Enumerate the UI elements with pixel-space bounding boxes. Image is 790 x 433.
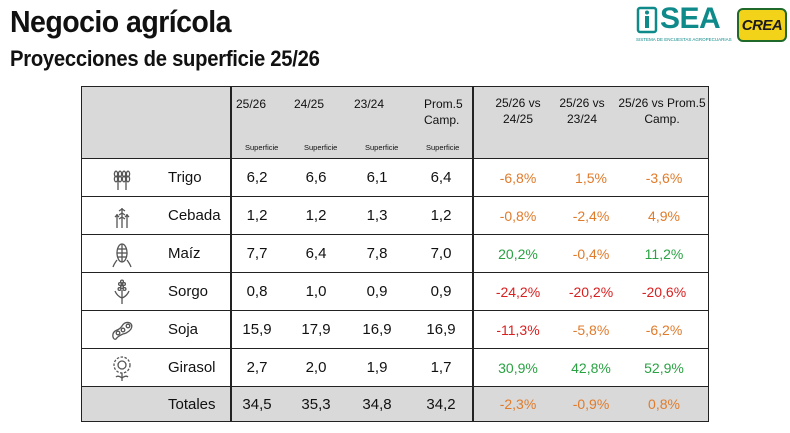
pct-vs-prom5: 52,9% <box>644 359 684 376</box>
barley-icon <box>82 197 162 234</box>
total-2324: 34,8 <box>362 395 392 413</box>
value-2425: 1,0 <box>305 283 327 300</box>
value-prom5: 7,0 <box>430 245 452 262</box>
crop-name: Soja <box>168 321 199 338</box>
value-2526: 0,8 <box>246 283 268 300</box>
pct-vs-2324: 42,8% <box>571 359 611 376</box>
totals-row: Totales 34,5 35,3 34,8 34,2 -2,3% -0,9% … <box>82 387 708 421</box>
sunflower-icon <box>82 349 162 386</box>
value-2324: 0,9 <box>366 283 388 300</box>
col-header-vs-2324: 25/26 vs 23/24 <box>559 96 605 126</box>
pct-vs-prom5: -6,2% <box>645 321 683 338</box>
pct-vs-2425: -0,8% <box>499 207 537 224</box>
total-pct-vs-2324: -0,9% <box>572 396 610 412</box>
total-2526: 34,5 <box>242 395 272 413</box>
soy-icon <box>82 311 162 348</box>
value-2526: 15,9 <box>242 321 272 338</box>
value-2324: 16,9 <box>362 321 392 338</box>
col-header-2425: 24/25 <box>294 97 325 111</box>
pct-vs-prom5: 11,2% <box>644 245 684 262</box>
value-prom5: 16,9 <box>426 321 456 338</box>
column-divider <box>230 87 232 421</box>
col-header-vs-2425: 25/26 vs 24/25 <box>495 96 541 126</box>
crop-name: Sorgo <box>168 283 209 300</box>
pct-vs-2425: 30,9% <box>498 359 538 376</box>
value-2324: 7,8 <box>366 245 388 262</box>
total-pct-vs-prom5: 0,8% <box>648 396 680 412</box>
value-prom5: 0,9 <box>430 283 452 300</box>
sea-logo: SEA SISTEMA DE ENCUESTAS AGROPECUARIAS <box>636 2 732 44</box>
col-header-2526: 25/26 <box>236 97 267 111</box>
totals-label: Totales <box>168 395 216 413</box>
sea-logo-text: SEA <box>660 2 721 35</box>
value-2425: 6,6 <box>305 169 327 186</box>
col-subheader-superficie: Superficie <box>245 143 279 152</box>
col-subheader-superficie: Superficie <box>304 143 338 152</box>
value-2526: 1,2 <box>246 207 268 224</box>
table-row: Cebada 1,2 1,2 1,3 1,2 -0,8% -2,4% 4,9% <box>82 197 708 235</box>
pct-vs-prom5: -20,6% <box>641 283 687 300</box>
crop-name: Girasol <box>168 359 216 376</box>
col-subheader-superficie: Superficie <box>365 143 399 152</box>
pct-vs-prom5: -3,6% <box>645 169 683 186</box>
wheat-icon <box>82 159 162 196</box>
table-row: Sorgo 0,8 1,0 0,9 0,9 -24,2% -20,2% -20,… <box>82 273 708 311</box>
total-2425: 35,3 <box>301 395 331 413</box>
pct-vs-2324: -5,8% <box>572 321 610 338</box>
table-row: Soja 15,9 17,9 16,9 16,9 -11,3% -5,8% -6… <box>82 311 708 349</box>
value-2526: 2,7 <box>246 359 268 376</box>
pct-vs-2425: 20,2% <box>498 245 538 262</box>
value-prom5: 1,2 <box>430 207 452 224</box>
page-subtitle: Proyecciones de superficie 25/26 <box>10 46 320 71</box>
table-row: Trigo 6,2 6,6 6,1 6,4 -6,8% 1,5% -3,6% <box>82 159 708 197</box>
pct-vs-prom5: 4,9% <box>648 207 680 224</box>
col-header-2324: 23/24 <box>354 97 385 111</box>
column-divider <box>472 87 474 421</box>
value-2526: 7,7 <box>246 245 268 262</box>
value-2324: 1,9 <box>366 359 388 376</box>
pct-vs-2324: -20,2% <box>568 283 614 300</box>
crea-logo-text: CREA <box>741 16 783 34</box>
value-2526: 6,2 <box>246 169 268 186</box>
pct-vs-2324: -2,4% <box>572 207 610 224</box>
crop-name: Maíz <box>168 245 201 262</box>
value-2425: 2,0 <box>305 359 327 376</box>
pct-vs-2324: -0,4% <box>572 245 610 262</box>
col-header-vs-prom5: 25/26 vs Prom.5 Camp. <box>618 96 706 126</box>
value-2425: 6,4 <box>305 245 327 262</box>
projections-table: 25/26 24/25 23/24 Prom.5 Camp. Superfici… <box>81 86 709 422</box>
page-title: Negocio agrícola <box>10 4 232 39</box>
col-subheader-superficie: Superficie <box>426 143 460 152</box>
total-prom5: 34,2 <box>426 395 456 413</box>
value-prom5: 1,7 <box>430 359 452 376</box>
value-prom5: 6,4 <box>430 169 452 186</box>
total-pct-vs-2425: -2,3% <box>499 396 537 412</box>
crop-name: Trigo <box>168 169 202 186</box>
table-row: Girasol 2,7 2,0 1,9 1,7 30,9% 42,8% 52,9… <box>82 349 708 387</box>
sorghum-icon <box>82 273 162 310</box>
sea-mark-icon <box>636 6 658 34</box>
value-2324: 1,3 <box>366 207 388 224</box>
table-header-row: 25/26 24/25 23/24 Prom.5 Camp. Superfici… <box>82 87 708 159</box>
pct-vs-2425: -24,2% <box>495 283 541 300</box>
pct-vs-2324: 1,5% <box>575 169 607 186</box>
crop-name: Cebada <box>168 207 221 224</box>
crea-logo: CREA <box>737 8 787 42</box>
sea-logo-tagline: SISTEMA DE ENCUESTAS AGROPECUARIAS <box>636 37 732 42</box>
value-2425: 1,2 <box>305 207 327 224</box>
value-2425: 17,9 <box>301 321 331 338</box>
table-row: Maíz 7,7 6,4 7,8 7,0 20,2% -0,4% 11,2% <box>82 235 708 273</box>
pct-vs-2425: -11,3% <box>496 321 540 338</box>
pct-vs-2425: -6,8% <box>499 169 537 186</box>
col-header-prom5: Prom.5 Camp. <box>424 97 463 127</box>
corn-icon <box>82 235 162 272</box>
value-2324: 6,1 <box>366 169 388 186</box>
